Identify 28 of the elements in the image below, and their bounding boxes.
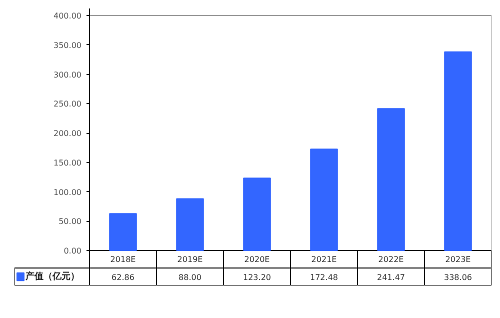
data-label: 172.48: [310, 272, 338, 282]
bar: [109, 213, 137, 251]
legend-label: 产值（亿元）: [24, 270, 80, 282]
y-tick-label: 150.00: [54, 158, 82, 168]
bar: [310, 148, 338, 251]
x-tick-label: 2020E: [244, 254, 270, 264]
bar: [176, 198, 204, 251]
bar: [243, 178, 271, 251]
x-tick-label: 2022E: [378, 254, 404, 264]
y-tick-label: 300.00: [54, 70, 82, 80]
y-tick-label: 250.00: [54, 100, 82, 109]
data-label: 241.47: [377, 272, 406, 282]
y-tick-label: 100.00: [54, 188, 82, 197]
bar: [377, 108, 405, 251]
bar: [444, 51, 472, 251]
data-label: 123.20: [243, 272, 272, 282]
x-tick-label: 2018E: [110, 254, 136, 264]
data-label: 62.86: [112, 272, 134, 282]
y-tick-label: 0.00: [64, 246, 82, 256]
y-tick-label: 200.00: [54, 129, 82, 138]
y-tick-label: 350.00: [54, 40, 82, 50]
data-label: 88.00: [178, 272, 202, 282]
x-tick-label: 2019E: [177, 254, 203, 264]
y-tick-label: 400.00: [54, 12, 82, 20]
y-tick-label: 50.00: [58, 217, 82, 226]
data-label: 338.06: [444, 272, 472, 282]
x-tick-label: 2023E: [445, 254, 471, 264]
x-tick-label: 2021E: [311, 254, 337, 264]
